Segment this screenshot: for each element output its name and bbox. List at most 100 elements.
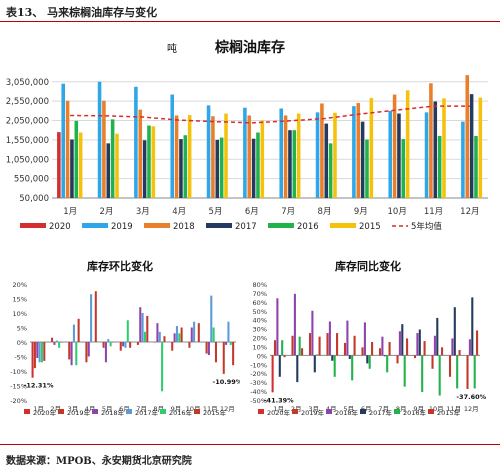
bar-2017-12月 — [469, 94, 474, 198]
legend-label: 2019年 — [301, 408, 325, 417]
legend-label: 2015年 — [203, 408, 227, 417]
x-tick-label: 4月 — [85, 405, 96, 413]
y-tick-label: 0% — [17, 339, 27, 347]
footer-rule — [0, 444, 500, 445]
bar-2018年-5月 — [346, 320, 349, 356]
legend-swatch-2017 — [206, 223, 232, 228]
bar-2016年-5月 — [109, 342, 112, 347]
x-tick-label: 8月 — [396, 405, 407, 413]
x-tick-label: 11月 — [424, 207, 443, 217]
bar-2017-4月 — [179, 139, 183, 198]
y-tick-label: 1,050,000 — [6, 155, 49, 165]
bar-2016年-9月 — [421, 355, 424, 392]
bar-2015-12月 — [478, 97, 483, 198]
x-tick-label: 3月 — [136, 207, 150, 217]
x-tick-label: 7月 — [378, 405, 389, 413]
x-tick-label: 10月 — [388, 207, 407, 217]
bar-2019年-2月 — [51, 337, 54, 342]
bar-2015-6月 — [260, 120, 265, 198]
y-tick-label: -20% — [250, 370, 267, 378]
bar-2017-9月 — [360, 121, 365, 198]
bar-2016-7月 — [292, 130, 297, 198]
bar-2015-7月 — [296, 113, 301, 198]
legend-label: 2015 — [359, 222, 381, 232]
bar-2018年-6月 — [122, 342, 125, 347]
x-tick-label: 7月 — [136, 405, 147, 413]
bar-2015-8月 — [333, 112, 337, 198]
bar-2017年-1月 — [38, 342, 41, 363]
legend-swatch-2017年 — [126, 409, 132, 414]
bar-2016-5月 — [219, 137, 224, 198]
figure-caption: 表13、 马来棕榈油库存与变化 — [6, 6, 158, 19]
bar-2016年-8月 — [403, 355, 406, 387]
bar-2016年-11月 — [456, 355, 459, 389]
data-label: -37.60% — [456, 393, 486, 401]
bar-2017-10月 — [397, 113, 401, 198]
bar-2016-9月 — [365, 139, 369, 198]
bar-2018年-7月 — [139, 307, 142, 342]
y-tick-label: 50,000 — [19, 194, 49, 204]
bar-2016-1月 — [74, 120, 79, 198]
bar-2015年-9月 — [423, 341, 426, 356]
y-tick-label: -50% — [250, 397, 267, 405]
bar-2017年-10月 — [436, 317, 439, 356]
inventory-bar-chart: 棕榈油库存 吨 50,000 550,000 1,050,000 1,550,000 2,0… — [6, 39, 488, 232]
bar-2017-2月 — [106, 143, 111, 198]
legend-swatch-2015年 — [428, 409, 434, 414]
bar-2018年-8月 — [398, 331, 401, 356]
bar-2019年-5月 — [343, 342, 347, 356]
legend-swatch-2015 — [330, 223, 356, 228]
legend-label: 2018年 — [335, 408, 359, 417]
bar-2016年-1月 — [40, 342, 43, 363]
yoy-change-chart: 库存同比变化 -50%-40%-30%-20%-10%0%10%20%30%40%… — [250, 259, 486, 417]
bar-2016-10月 — [401, 139, 406, 198]
legend-label: 2018 — [173, 222, 195, 232]
data-label: -41.39% — [264, 396, 294, 404]
bar-2016年-3月 — [316, 354, 319, 356]
bar-2019年-7月 — [136, 342, 139, 345]
bar-2019年-5月 — [102, 342, 105, 348]
y-tick-label: 80% — [253, 281, 267, 289]
bar-2017-1月 — [70, 139, 74, 198]
bar-2016年-6月 — [368, 355, 371, 369]
bar-2018-7月 — [283, 115, 288, 198]
bar-2018年-4月 — [87, 342, 90, 357]
bar-2018年-10月 — [190, 327, 193, 342]
bar-2018-3月 — [138, 109, 143, 198]
x-tick-label: 1月 — [63, 207, 77, 217]
bar-2018年-12月 — [468, 339, 471, 356]
x-tick-label: 2月 — [50, 405, 61, 413]
bar-2019年-3月 — [308, 333, 312, 356]
bar-2016年-7月 — [386, 355, 389, 373]
bar-2015-11月 — [442, 98, 446, 198]
legend-label: 2020 — [49, 222, 71, 232]
y-tick-label: 20% — [253, 335, 267, 343]
bar-2016-11月 — [437, 136, 442, 198]
bar-2016年-4月 — [92, 342, 95, 343]
x-tick-label: 5月 — [209, 207, 223, 217]
x-tick-label: 8月 — [318, 207, 332, 217]
bar-2018-11月 — [429, 83, 433, 198]
y-tick-label: 550,000 — [14, 175, 49, 185]
bar-2018-12月 — [465, 75, 470, 198]
bar-2018年-3月 — [311, 310, 314, 356]
bar-2016年-12月 — [473, 355, 476, 389]
bar-2017年-8月 — [158, 331, 161, 342]
bar-2018年-7月 — [381, 336, 384, 356]
y-tick-label: 50% — [253, 308, 267, 316]
bar-2018年-9月 — [173, 333, 176, 342]
legend-label: 2017年 — [135, 408, 159, 417]
chart-title: 棕榈油库存 — [214, 39, 285, 56]
bar-2016-3月 — [147, 125, 151, 198]
y-tick-label: -15% — [10, 383, 27, 391]
data-label: -12.31% — [24, 382, 54, 390]
bar-2017年-1月 — [278, 355, 281, 377]
bar-2016年-4月 — [333, 355, 336, 377]
bar-2018年-2月 — [293, 293, 296, 356]
y-tick-label: 0% — [257, 352, 267, 360]
legend-swatch-2020年 — [24, 409, 30, 414]
bar-2017年-12月 — [227, 321, 230, 342]
x-tick-label: 4月 — [172, 207, 186, 217]
mom-change-chart: 库存环比变化 -20% -15% -10% -5% 0% 5% 10% 15% 20% 1月 2月 3月… — [10, 259, 240, 417]
bar-2017年-11月 — [453, 307, 456, 356]
